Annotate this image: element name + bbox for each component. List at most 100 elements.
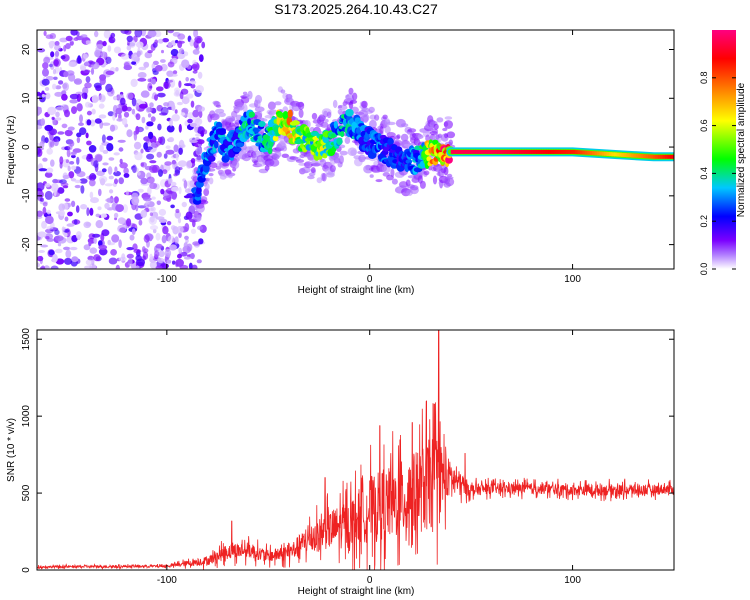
- noise-cell: [37, 142, 41, 147]
- signal-halo-cell: [313, 162, 321, 167]
- tone-core-cell: [645, 154, 649, 159]
- noise-cell: [90, 67, 95, 75]
- noise-cell: [137, 188, 144, 193]
- noise-cell: [177, 253, 182, 259]
- noise-cell: [166, 125, 175, 133]
- noise-cell: [183, 51, 189, 57]
- noise-cell: [151, 196, 156, 200]
- noise-cell: [184, 188, 192, 193]
- noise-cell: [105, 56, 112, 64]
- noise-cell: [78, 122, 84, 126]
- noise-cell: [101, 134, 106, 143]
- tone-core-cell: [582, 150, 586, 155]
- noise-cell: [197, 225, 203, 231]
- noise-cell: [172, 260, 176, 265]
- noise-cell: [149, 216, 155, 223]
- signal-halo-cell: [231, 160, 240, 169]
- signal-halo-cell: [280, 89, 286, 94]
- noise-cell: [167, 61, 175, 68]
- noise-cell: [126, 45, 132, 51]
- noise-cell: [80, 185, 85, 194]
- ridge-cell: [310, 131, 320, 136]
- noise-cell: [55, 111, 60, 118]
- noise-cell: [189, 180, 195, 188]
- noise-cell: [85, 101, 91, 108]
- noise-cell: [131, 108, 136, 115]
- noise-cell: [146, 121, 154, 127]
- signal-halo-cell: [213, 112, 219, 118]
- noise-cell: [38, 250, 45, 253]
- noise-cell: [137, 171, 141, 176]
- noise-cell: [106, 143, 114, 152]
- signal-halo-cell: [338, 155, 344, 165]
- noise-cell: [82, 40, 87, 45]
- tone-core-cell: [502, 149, 506, 154]
- noise-cell: [83, 244, 91, 251]
- noise-cell: [139, 128, 143, 132]
- noise-cell: [113, 212, 119, 218]
- noise-cell: [196, 259, 202, 264]
- noise-cell: [166, 79, 174, 83]
- noise-cell: [184, 83, 192, 87]
- signal-halo-cell: [361, 100, 368, 109]
- noise-cell: [113, 46, 122, 54]
- noise-cell: [131, 196, 140, 206]
- noise-cell: [89, 191, 94, 199]
- noise-cell: [54, 235, 64, 242]
- noise-cell: [186, 243, 193, 252]
- noise-cell: [147, 30, 157, 38]
- noise-cell: [198, 106, 205, 112]
- noise-cell: [98, 94, 106, 103]
- noise-cell: [146, 146, 153, 150]
- y-tick-label: 0: [21, 144, 32, 150]
- noise-cell: [43, 56, 51, 64]
- tone-core-cell: [570, 149, 574, 154]
- noise-cell: [42, 206, 47, 215]
- noise-cell: [135, 125, 140, 135]
- signal-halo-cell: [403, 143, 411, 147]
- noise-cell: [198, 110, 203, 118]
- noise-cell: [83, 221, 91, 229]
- noise-cell: [189, 80, 197, 85]
- ridge-cell: [336, 137, 343, 146]
- tone-core-cell: [575, 150, 579, 155]
- noise-cell: [57, 242, 62, 247]
- signal-halo-cell: [248, 145, 259, 153]
- noise-cell: [196, 37, 202, 44]
- signal-halo-cell: [218, 112, 226, 118]
- noise-cell: [192, 70, 198, 74]
- noise-cell: [145, 106, 151, 113]
- noise-cell: [69, 93, 79, 100]
- noise-cell: [160, 188, 165, 195]
- signal-halo-cell: [436, 117, 444, 123]
- signal-halo-cell: [432, 175, 438, 185]
- tone-core-cell: [611, 152, 615, 157]
- noise-cell: [147, 50, 153, 54]
- noise-cell: [92, 233, 101, 238]
- noise-cell: [102, 40, 107, 47]
- noise-cell: [40, 118, 46, 126]
- ridge-cell: [252, 127, 261, 133]
- noise-cell: [158, 136, 163, 144]
- ridge-cell: [213, 140, 219, 149]
- noise-cell: [52, 69, 57, 75]
- noise-cell: [135, 265, 140, 269]
- tone-core-cell: [453, 149, 457, 154]
- noise-cell: [55, 248, 63, 254]
- noise-cell: [178, 48, 185, 55]
- noise-cell: [45, 167, 54, 174]
- signal-halo-cell: [310, 167, 316, 174]
- noise-cell: [100, 51, 107, 58]
- signal-halo-cell: [352, 92, 358, 101]
- tone-core-cell: [480, 149, 484, 154]
- signal-halo-cell: [281, 153, 289, 158]
- noise-cell: [140, 209, 148, 218]
- noise-cell: [186, 93, 194, 99]
- noise-cell: [169, 73, 178, 77]
- noise-cell: [181, 59, 190, 68]
- tone-core-cell: [450, 149, 454, 154]
- signal-halo-cell: [442, 127, 448, 132]
- noise-cell: [126, 129, 133, 138]
- noise-cell: [166, 259, 172, 264]
- tone-core-cell: [662, 154, 666, 159]
